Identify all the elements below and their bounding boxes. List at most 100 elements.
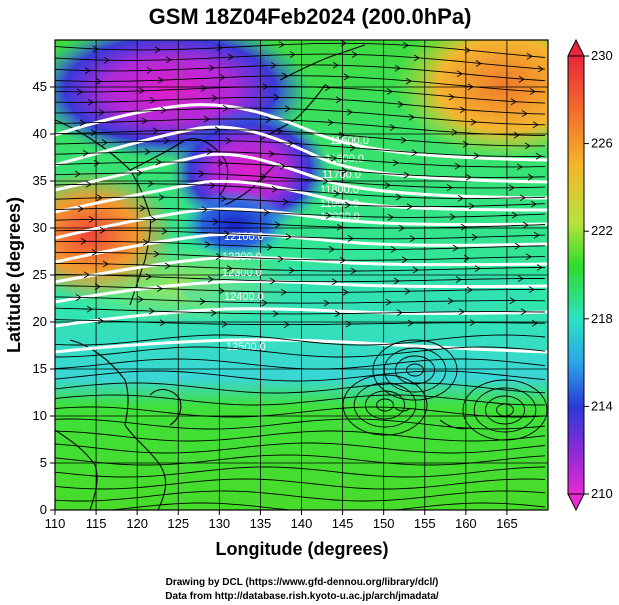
streamline-arrow [525, 253, 532, 261]
vortex-streamline [394, 355, 436, 385]
vortex-streamline [462, 379, 548, 441]
streamline-arrow [101, 139, 108, 146]
streamline [55, 118, 545, 136]
streamline-arrow [404, 287, 411, 295]
streamline-arrow [226, 265, 233, 272]
streamline-arrow [163, 137, 170, 145]
streamline [55, 418, 546, 430]
streamline [55, 490, 546, 502]
streamline-arrow [262, 83, 269, 90]
contour-label-12400: 12400.0 [224, 291, 264, 303]
streamline [55, 42, 546, 58]
wind-streamlines [55, 40, 548, 510]
streamline [55, 172, 546, 189]
y-tick-label: 35 [33, 173, 47, 188]
y-tick-label: 40 [33, 126, 47, 141]
x-tick-label: 115 [86, 516, 107, 531]
streamline [55, 319, 546, 326]
streamline-arrow [97, 317, 104, 325]
streamline-arrow [165, 56, 172, 64]
streamline-arrow [223, 230, 230, 238]
streamline-arrow [215, 253, 222, 260]
streamline-arrow [392, 159, 399, 167]
streamline-arrow [199, 298, 206, 305]
streamline-arrow [407, 319, 414, 327]
streamline-arrow [394, 64, 401, 72]
streamline-arrow [84, 67, 91, 74]
streamline-arrow [346, 108, 353, 116]
streamline [55, 96, 546, 115]
streamline-arrow [86, 305, 93, 313]
streamline [55, 262, 545, 272]
streamline-arrow [335, 96, 342, 104]
contour-label-11700: 11700.0 [322, 169, 361, 181]
streamline-arrow [206, 148, 213, 155]
streamline-arrow [518, 75, 525, 83]
streamline-arrow [281, 72, 288, 80]
streamline-arrow [448, 93, 455, 101]
streamline-arrow [285, 233, 292, 241]
streamline-arrow [465, 173, 472, 181]
streamline-arrow [164, 262, 171, 270]
streamline-arrow [408, 113, 415, 121]
streamline-arrow [200, 84, 207, 92]
streamline-arrow [401, 256, 408, 264]
streamline [55, 107, 546, 126]
streamline-arrow [160, 106, 167, 114]
streamline-arrow [510, 98, 517, 106]
streamline-arrow [473, 152, 480, 160]
streamline-arrow [137, 296, 144, 303]
streamline-arrow [271, 185, 278, 193]
streamline [55, 161, 546, 178]
streamline-arrow [156, 285, 163, 292]
colorbar-tick-label: 214 [591, 398, 613, 413]
streamline-arrow [513, 131, 520, 139]
colorbar-ticks: 230 226 222 218 214 210 [584, 48, 613, 501]
streamline-arrow [103, 56, 110, 64]
streamline-arrow [263, 209, 270, 216]
streamline-arrow [138, 87, 145, 95]
streamline-arrow [342, 288, 349, 296]
streamline-arrow [77, 205, 84, 213]
streamline-arrow [412, 266, 419, 274]
streamline-arrow [99, 226, 106, 234]
warm-region-east [395, 40, 548, 160]
streamline-arrow [266, 243, 273, 251]
streamline-arrow [386, 88, 393, 95]
streamline-arrow [152, 127, 159, 135]
y-axis-label: Latitude (degrees) [4, 197, 24, 353]
streamline-arrow [474, 265, 481, 272]
streamline-arrow [528, 286, 535, 293]
streamline-arrow [272, 310, 279, 318]
streamline-arrow [211, 94, 218, 102]
streamline-arrow [519, 194, 526, 202]
streamline-arrow [204, 241, 211, 248]
streamline-arrow [322, 177, 329, 185]
y-tick-label: 10 [33, 408, 47, 423]
streamline-arrow [393, 277, 400, 285]
streamline [55, 334, 546, 346]
streamline-arrow [339, 256, 346, 264]
streamline-arrow [535, 152, 542, 160]
colorbar-tick-label: 230 [591, 48, 613, 63]
streamline-arrow [92, 45, 99, 53]
streamline-arrow [277, 255, 284, 263]
streamline-arrow [463, 254, 470, 262]
streamline-arrow [210, 309, 217, 317]
streamline-arrow [468, 202, 475, 210]
streamline [55, 274, 545, 283]
streamline [55, 218, 546, 229]
streamline-arrow [288, 267, 295, 274]
streamline-arrow [102, 260, 109, 268]
streamline-arrow [532, 121, 539, 129]
streamline-arrow [411, 149, 418, 157]
y-tick-label: 0 [40, 502, 47, 517]
streamline-arrow [349, 144, 356, 152]
streamline-arrow [276, 127, 283, 135]
streamline-arrow [155, 158, 162, 166]
streamline-arrow [350, 267, 357, 275]
streamline-arrow [270, 62, 277, 69]
credit-drawing: Drawing by DCL (https://www.gfd-dennou.o… [166, 577, 439, 588]
streamline-arrow [460, 223, 467, 231]
streamline-arrow [147, 180, 154, 188]
